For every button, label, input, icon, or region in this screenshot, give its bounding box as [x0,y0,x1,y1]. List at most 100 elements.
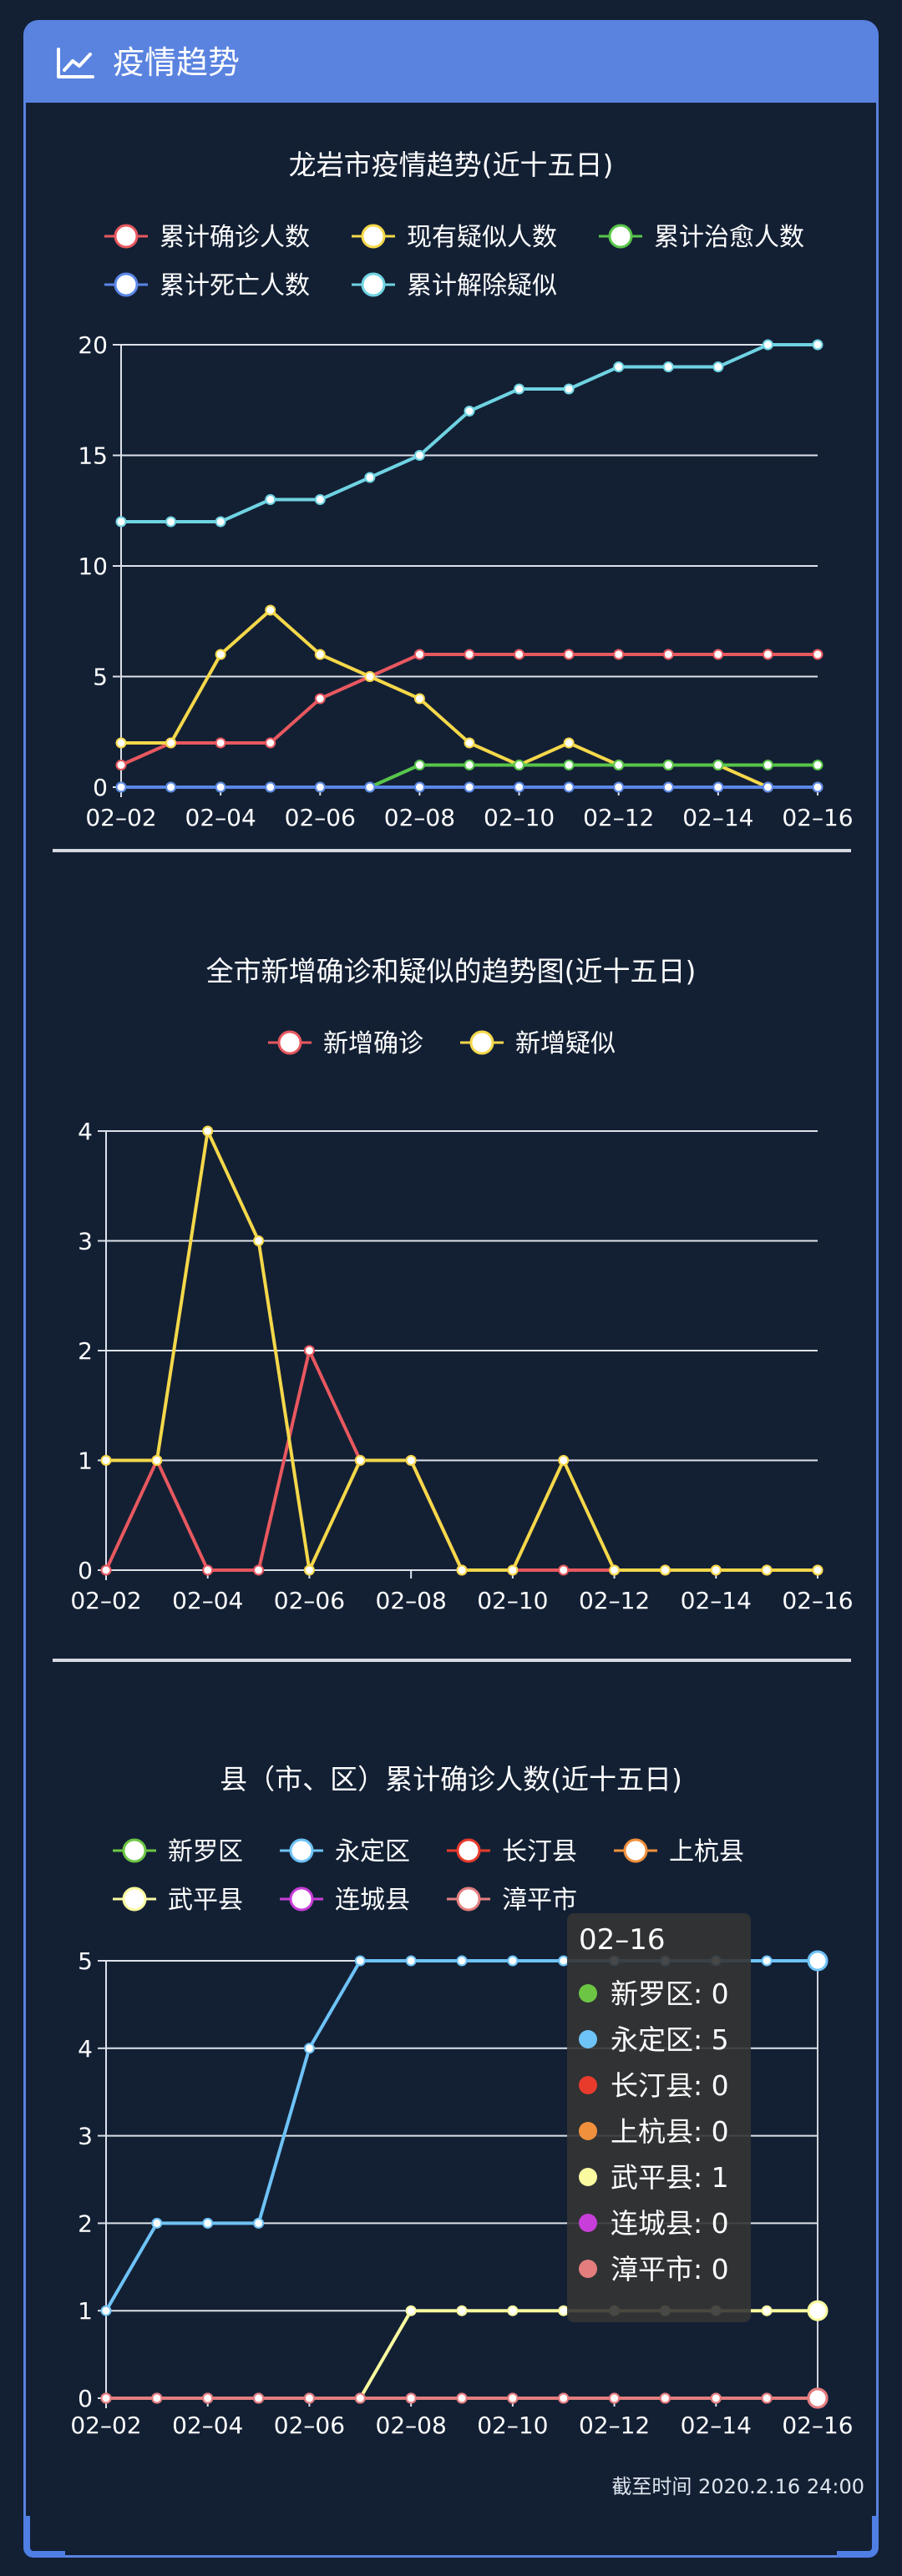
data-point[interactable] [659,1564,671,1576]
data-point[interactable] [202,1564,214,1576]
data-point[interactable] [100,2305,112,2316]
data-point[interactable] [314,693,326,705]
series-line[interactable] [120,653,818,767]
data-point[interactable] [613,760,625,770]
data-point[interactable] [314,781,326,793]
data-point[interactable] [456,2305,468,2316]
data-point[interactable] [662,760,674,770]
legend-item[interactable]: 累计解除疑似 [352,271,557,301]
data-point[interactable] [314,649,326,660]
data-point[interactable] [514,781,525,793]
data-point[interactable] [761,1955,773,1967]
data-point[interactable] [115,516,127,528]
data-point[interactable] [215,516,226,528]
data-point[interactable] [354,1955,366,1967]
data-point[interactable] [151,2392,163,2404]
data-point[interactable] [413,450,425,461]
data-point[interactable] [762,339,773,351]
legend-item[interactable]: 长汀县 [447,1837,577,1866]
data-point[interactable] [558,2392,570,2404]
data-point[interactable] [712,781,724,793]
data-point[interactable] [613,649,625,660]
data-point[interactable] [558,1564,570,1576]
data-point[interactable] [413,693,425,705]
data-point[interactable] [507,2392,519,2404]
data-point[interactable] [413,781,425,793]
data-point[interactable] [364,671,376,682]
data-point[interactable] [215,781,226,793]
legend-item[interactable]: 累计死亡人数 [104,271,310,301]
data-point[interactable] [215,737,226,749]
data-point[interactable] [303,2392,315,2404]
legend-item[interactable]: 新增确诊 [268,1029,423,1058]
data-point[interactable] [514,383,525,395]
data-point[interactable] [761,1564,773,1576]
data-point[interactable] [464,781,475,793]
data-point[interactable] [762,760,773,770]
data-point[interactable] [613,361,625,372]
legend-item[interactable]: 武平县 [113,1886,243,1915]
data-point[interactable] [253,1235,265,1246]
legend-item[interactable]: 漳平市 [447,1886,577,1915]
data-point[interactable] [265,737,276,749]
data-point[interactable] [405,2305,417,2316]
data-point[interactable] [812,1564,823,1576]
data-point[interactable] [253,2217,265,2229]
data-point[interactable] [354,2392,366,2404]
data-point[interactable] [265,604,276,616]
data-point[interactable] [464,737,475,749]
data-point[interactable] [202,2392,214,2404]
data-point[interactable] [364,781,376,793]
data-point[interactable] [712,649,724,660]
data-point[interactable] [115,781,127,793]
data-point[interactable] [563,649,575,660]
legend-item[interactable]: 累计治愈人数 [599,223,804,252]
data-point[interactable] [507,2305,519,2316]
data-point[interactable] [303,2043,315,2054]
series-line[interactable] [121,343,818,523]
data-point[interactable] [507,1564,519,1576]
data-point[interactable] [456,1955,468,1967]
data-point[interactable] [354,1455,366,1466]
data-point[interactable] [662,361,674,372]
data-point[interactable] [115,760,127,770]
data-point[interactable] [812,781,823,793]
data-point[interactable] [253,2392,265,2404]
data-point[interactable] [202,2217,214,2229]
data-point[interactable] [514,649,525,660]
data-point[interactable] [761,2305,773,2316]
data-point[interactable] [151,2217,163,2229]
data-point[interactable] [265,494,276,505]
data-point[interactable] [405,1955,417,1967]
data-point[interactable] [558,1455,570,1466]
legend-item[interactable]: 永定区 [280,1837,410,1866]
data-point[interactable] [662,649,674,660]
data-point[interactable] [151,1455,163,1466]
data-point[interactable] [464,406,475,417]
legend-item[interactable]: 现有疑似人数 [352,223,557,252]
data-point[interactable] [464,760,475,770]
data-point[interactable] [514,760,525,770]
data-point[interactable] [762,649,773,660]
data-point[interactable] [659,2392,671,2404]
new-cases-trend-chart[interactable]: 全市新增确诊和疑似的趋势图(近十五日) 新增确诊 新增疑似 0 1 2 3 4 02–02 02–… [26,857,876,1642]
data-point[interactable] [202,1125,214,1137]
data-point[interactable] [807,2387,829,2409]
data-point[interactable] [710,1564,722,1576]
data-point[interactable] [165,516,177,528]
data-point[interactable] [215,649,226,660]
data-point[interactable] [507,1955,519,1967]
series-line[interactable] [106,2309,818,2400]
data-point[interactable] [613,781,625,793]
legend-item[interactable]: 累计确诊人数 [104,223,310,252]
data-point[interactable] [807,2300,829,2321]
data-point[interactable] [165,737,177,749]
data-point[interactable] [456,1564,468,1576]
legend-item[interactable]: 新增疑似 [460,1029,616,1058]
data-point[interactable] [100,1455,112,1466]
data-point[interactable] [812,760,823,770]
data-point[interactable] [563,383,575,395]
data-point[interactable] [413,760,425,770]
data-point[interactable] [563,737,575,749]
